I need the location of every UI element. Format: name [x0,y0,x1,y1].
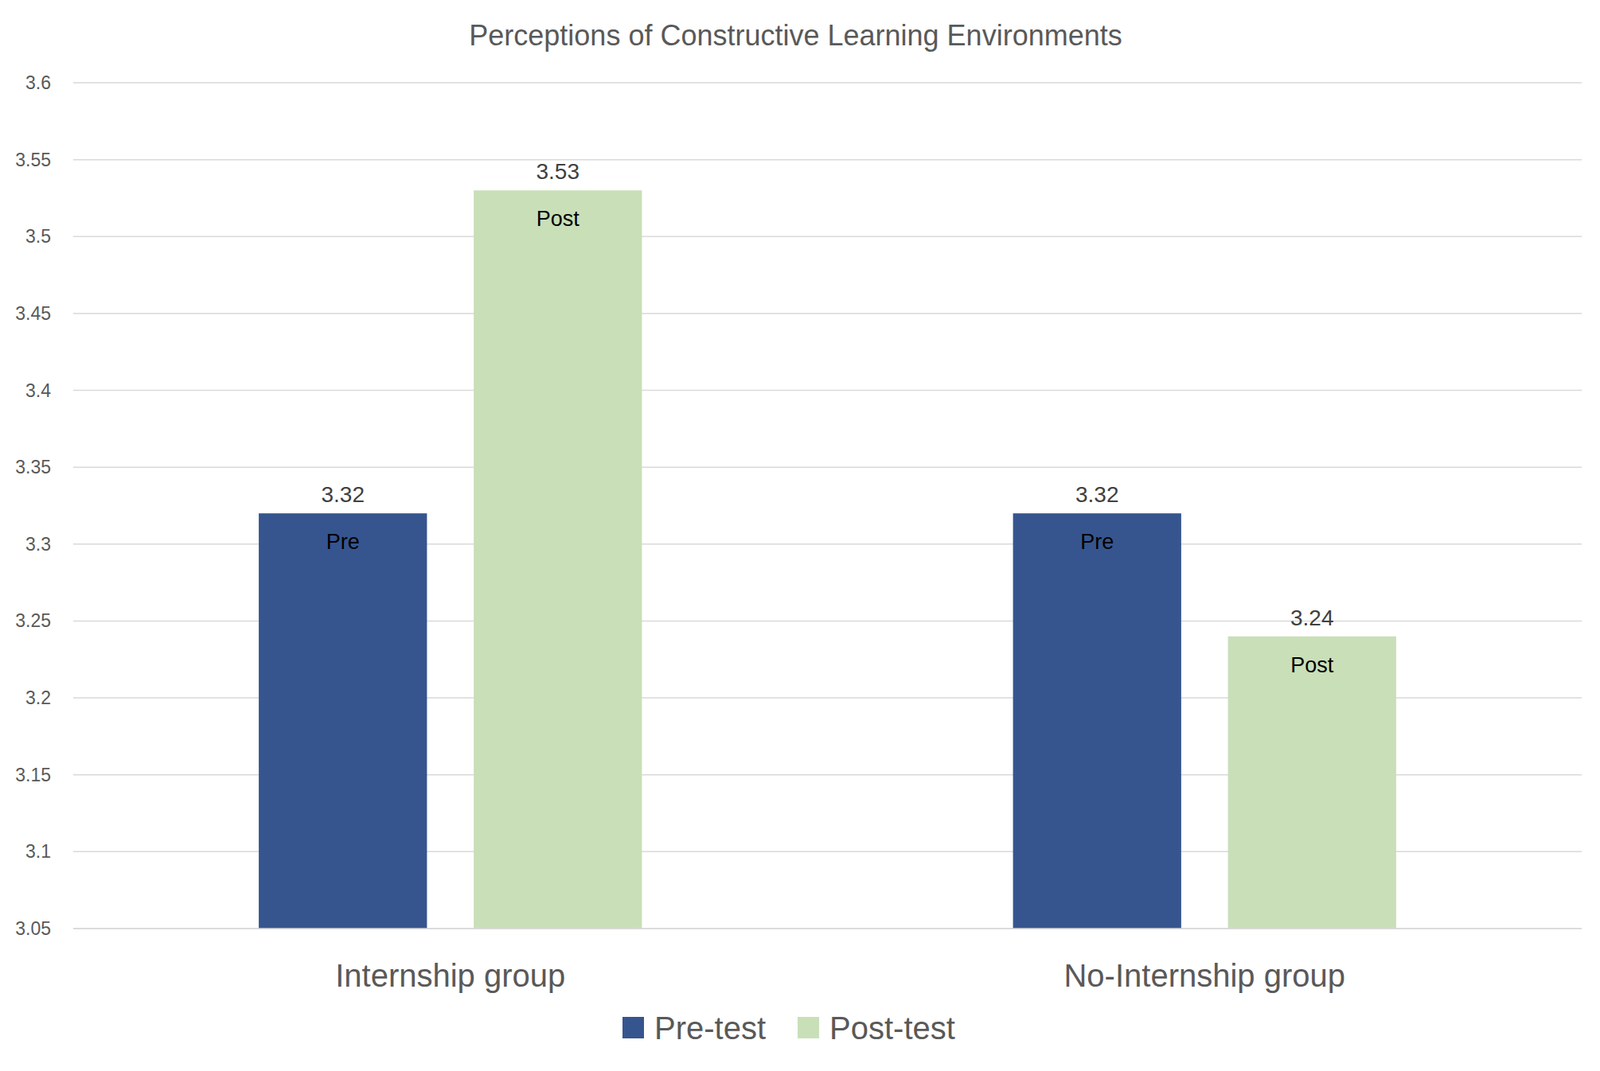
grid-line [73,466,1582,469]
bar [473,190,642,929]
grid-line [73,159,1582,161]
x-axis [73,928,1582,930]
grid-line [73,390,1582,392]
data-label: 3.32 [1075,482,1120,508]
y-tick-label: 3.05 [15,918,51,940]
grid-line [73,928,1582,930]
grid-line [73,236,1582,239]
x-tick-label: Internship group [335,958,566,994]
data-label: 3.24 [1290,605,1335,631]
labels: 3.32 Pre 3.53 Post 3.32 Pre 3.24 Post [320,159,1334,677]
chart-svg: Perceptions of Constructive Learning Env… [0,0,1600,1071]
data-label: 3.32 [320,482,365,508]
bars [258,190,1397,929]
y-tick-label: 3.6 [25,72,51,94]
grid [73,82,1582,929]
grid-line [73,81,1582,84]
y-tick-label: 3.1 [25,841,51,863]
bar-label: Post [1290,653,1335,678]
chart-container: Perceptions of Constructive Learning Env… [0,0,1600,1071]
legend-label: Pre-test [654,1010,766,1046]
bar [1013,513,1182,929]
y-tick-label: 3.15 [15,764,51,786]
title: Perceptions of Constructive Learning Env… [468,19,1122,52]
y-tick-label: 3.45 [15,303,51,324]
bar-label: Post [536,206,581,231]
bar-label: Pre [326,530,360,555]
bar-label: Pre [1080,530,1114,555]
y-tick-label: 3.3 [25,534,51,555]
y-tick-label: 3.4 [25,380,51,402]
bar [258,513,427,929]
x-tick-label: No-Internship group [1063,958,1346,994]
data-label: 3.53 [536,159,581,184]
y-tick-label: 3.5 [25,226,51,247]
y-tick-label: 3.25 [15,610,51,632]
legend: Pre-test Post-test [622,1010,956,1046]
y-tick-label: 3.2 [25,687,51,709]
legend-swatch [797,1017,820,1039]
legend-swatch [622,1017,644,1039]
legend-label: Post-test [829,1010,956,1046]
bar [1228,636,1397,929]
y-tick-label: 3.55 [15,149,51,171]
y-tick-label: 3.35 [15,456,51,478]
grid-line [73,312,1582,315]
